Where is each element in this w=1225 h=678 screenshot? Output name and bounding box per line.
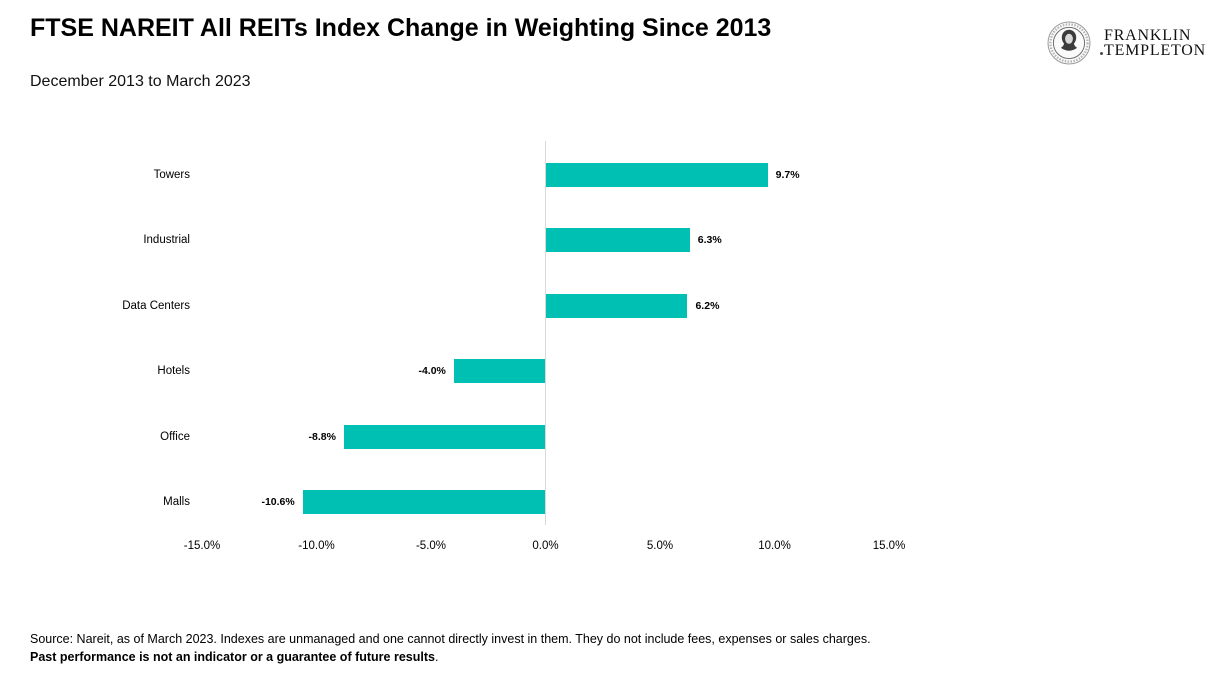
x-tick-label: 0.0% — [532, 540, 559, 552]
bar — [545, 228, 690, 252]
logo-wordmark: FRANKLIN TEMPLETON — [1104, 27, 1207, 59]
bar — [545, 293, 688, 318]
x-tick-label: -10.0% — [298, 540, 335, 552]
zero-axis-line — [545, 141, 546, 525]
category-label: Data Centers — [122, 299, 190, 312]
footnote-source: Source: Nareit, as of March 2023. Indexe… — [30, 632, 871, 646]
logo-line-franklin: FRANKLIN — [1104, 27, 1192, 44]
x-tick-label: 10.0% — [758, 540, 791, 552]
footnote: Source: Nareit, as of March 2023. Indexe… — [30, 630, 871, 666]
value-label: -8.8% — [308, 430, 336, 443]
category-label: Industrial — [143, 234, 190, 246]
x-tick-label: -5.0% — [415, 540, 447, 552]
bar — [302, 490, 546, 514]
logo-line-templeton: TEMPLETON — [1104, 42, 1207, 59]
bar — [343, 424, 546, 449]
ben-franklin-medallion-icon — [1047, 21, 1091, 65]
footnote-disclaimer: Past performance is not an indicator or … — [30, 650, 439, 664]
value-label: 9.7% — [775, 168, 800, 181]
category-label: Malls — [163, 496, 190, 508]
x-tick-label: 15.0% — [872, 540, 906, 552]
logo-dot — [1100, 52, 1103, 55]
value-label: 6.3% — [697, 234, 722, 246]
value-label: -4.0% — [418, 365, 446, 377]
bar — [453, 359, 546, 383]
category-label: Office — [160, 430, 190, 443]
category-label: Towers — [153, 168, 190, 181]
x-tick-label: -15.0% — [183, 540, 221, 552]
bar — [545, 162, 768, 187]
x-tick-label: 5.0% — [646, 540, 674, 552]
page-title: FTSE NAREIT All REITs Index Change in We… — [30, 14, 772, 42]
value-label: 6.2% — [695, 299, 720, 312]
franklin-templeton-logo: FRANKLIN TEMPLETON — [1047, 21, 1206, 65]
category-label: Hotels — [157, 365, 190, 377]
value-label: -10.6% — [261, 496, 295, 508]
chart-subtitle: December 2013 to March 2023 — [30, 73, 251, 90]
